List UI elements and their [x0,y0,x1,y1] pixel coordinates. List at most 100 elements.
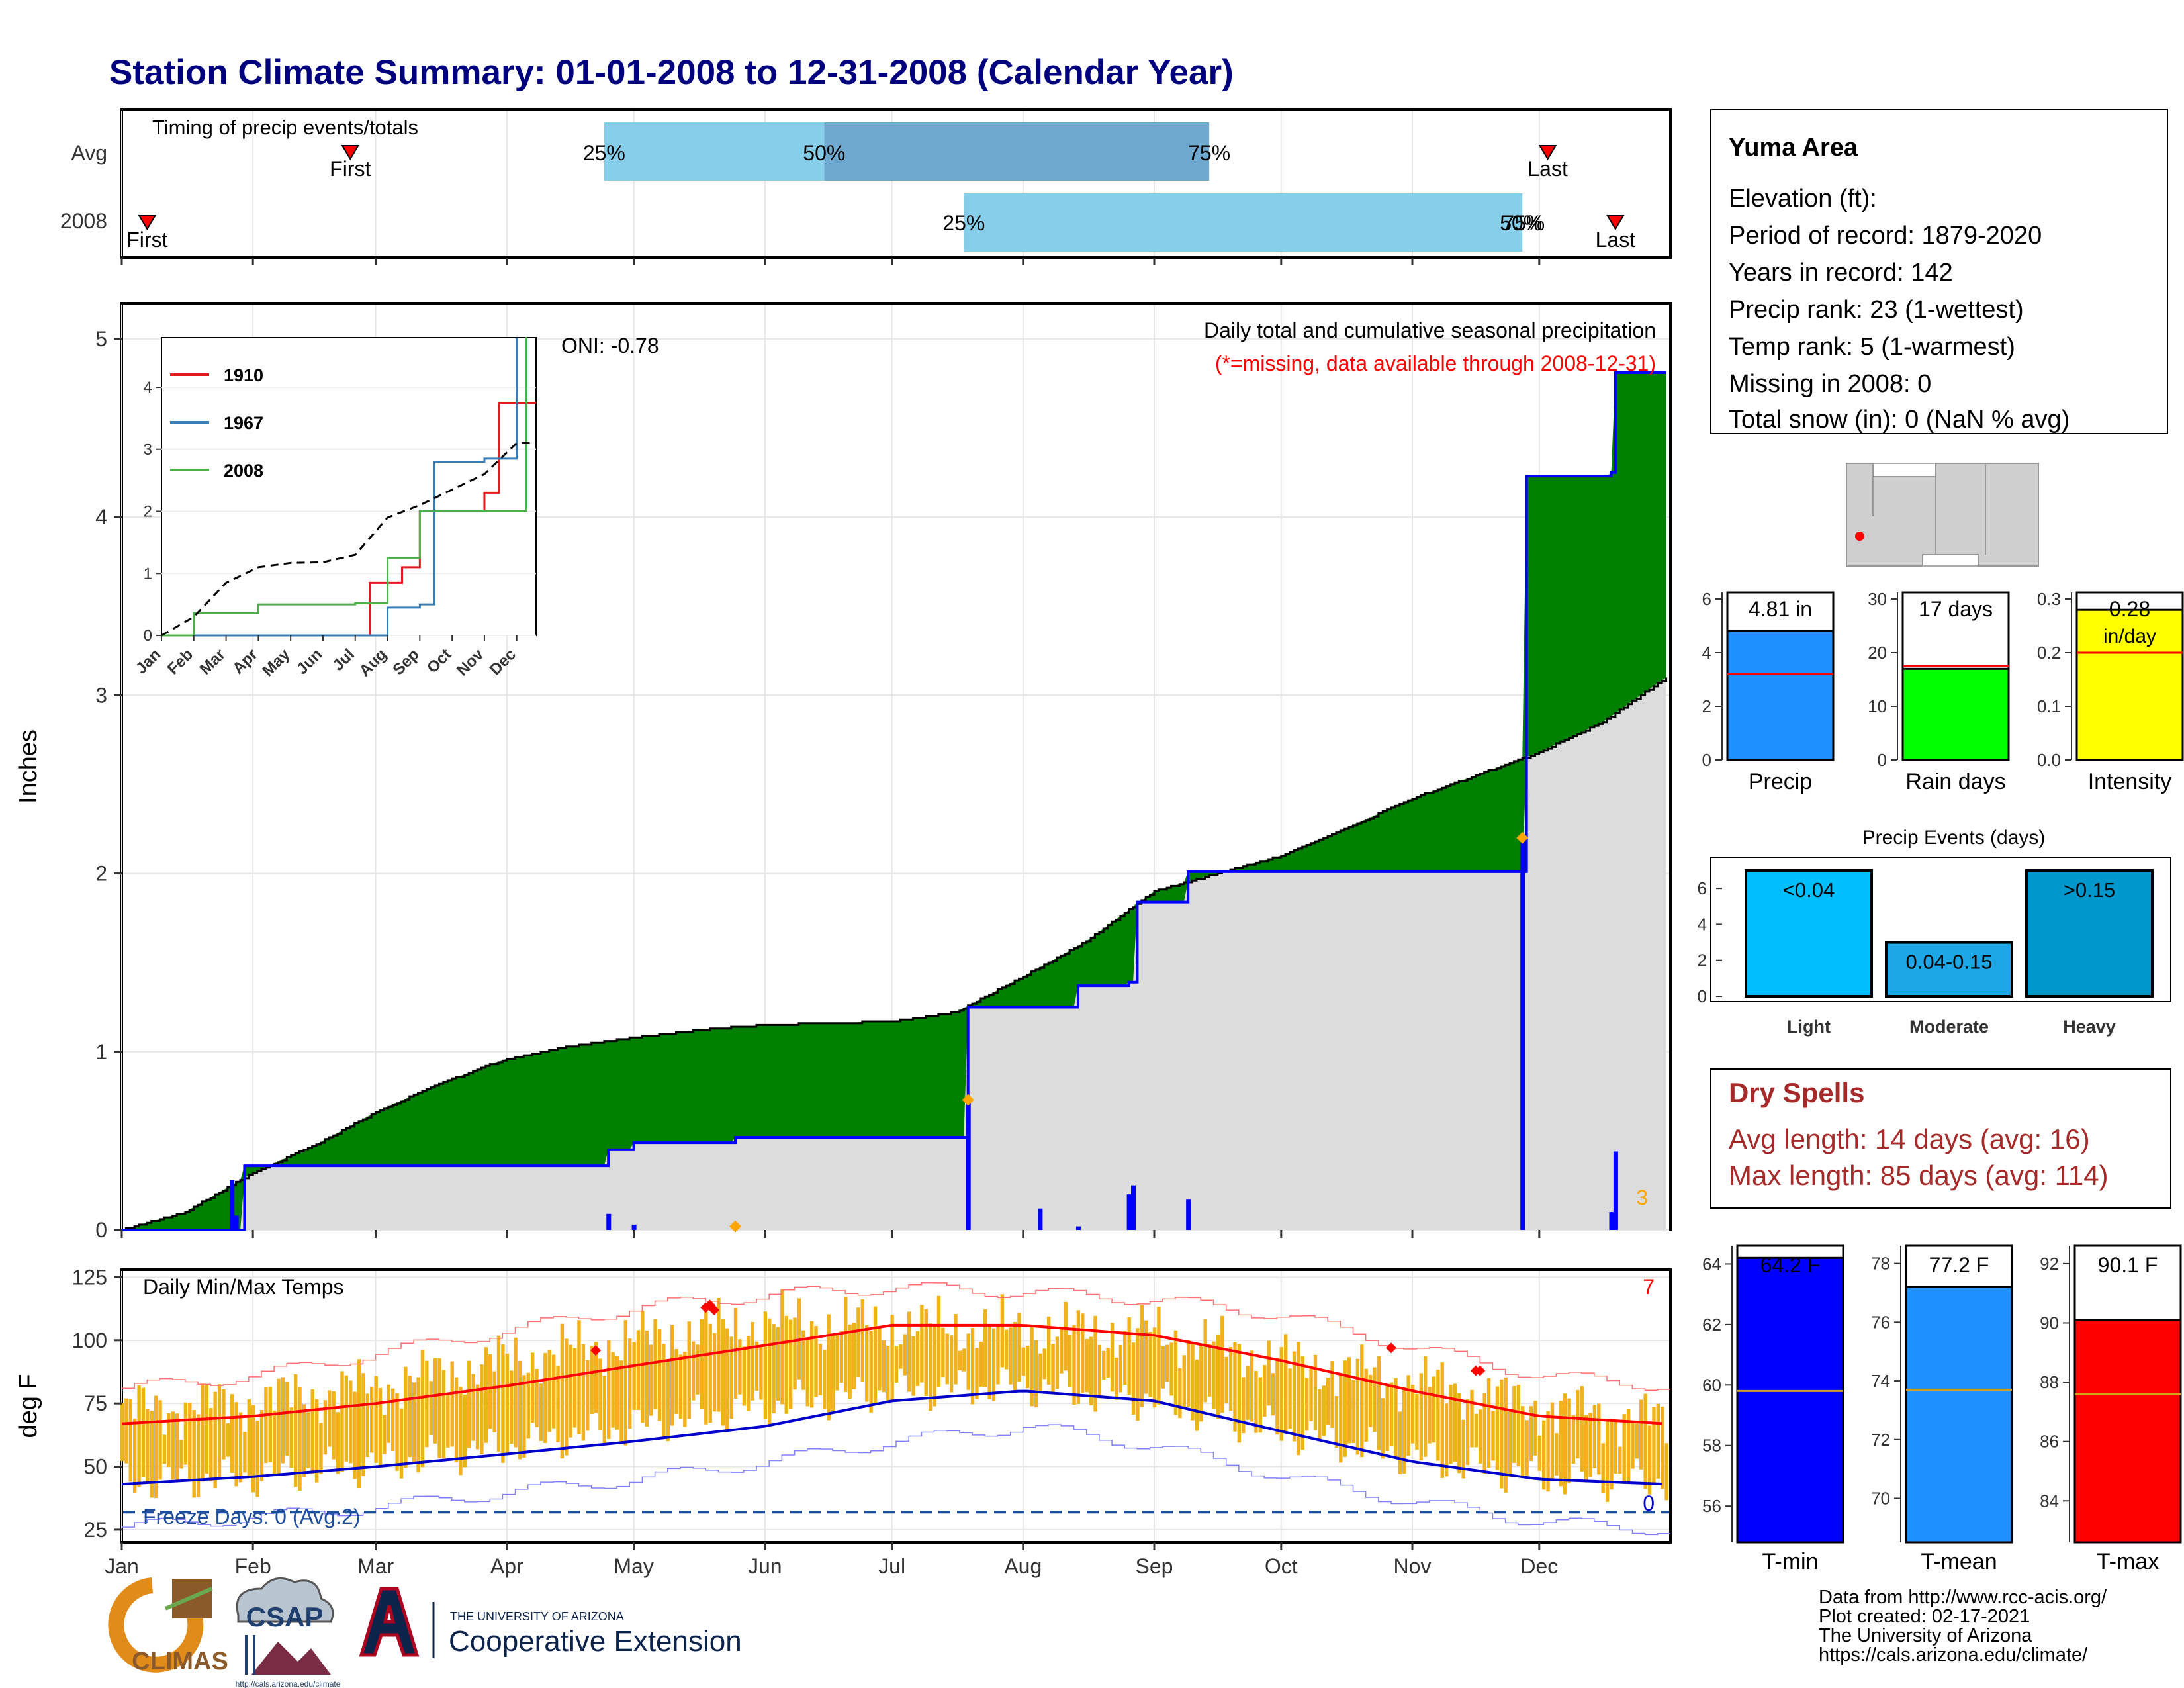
record-high-count: 7 [1643,1275,1655,1299]
avg-first-marker-icon [341,145,360,160]
temp-bar-178 [873,1306,878,1404]
quartile-marker-2 [1516,831,1529,844]
temp-bar-118 [619,1360,623,1443]
daily-precip-bars [230,834,1618,1230]
info-precip-rank: Precip rank: 23 (1-wettest) [1729,296,2024,324]
temp-bar-43 [302,1404,306,1477]
temp-bar-263 [1233,1342,1237,1432]
temp-bar-16 [188,1402,192,1480]
month-label-5: Jun [748,1554,782,1578]
temp-bar-287 [1334,1396,1339,1448]
month-label-11: Dec [1520,1554,1558,1578]
temp-bar-247 [1165,1344,1169,1382]
precip-category-label: Precip [1749,769,1812,794]
temp-bar-156 [780,1289,784,1405]
temp-bar-360 [1643,1393,1647,1489]
temp-bar-288 [1339,1373,1343,1463]
temp-bar-31 [251,1405,255,1493]
temp-bar-347 [1588,1413,1592,1477]
temp-bar-71 [420,1350,425,1468]
temp-bar-242 [1144,1320,1148,1394]
info-elevation: Elevation (ft): [1729,185,1877,212]
temp-bar-64 [390,1388,395,1451]
csap-logo-text: CSAP [246,1601,324,1632]
rain-days-bar-chart: 0 10 20 30 17 days Rain days [1868,589,2010,794]
temp-bar-70 [416,1377,420,1473]
temp-bar-25 [226,1423,230,1457]
intensity-ytick-label-1: 0.1 [2037,696,2061,716]
page-title: Station Climate Summary: 01-01-2008 to 1… [109,53,1234,92]
temp-bar-172 [848,1324,852,1399]
inset-ytick-label-3: 3 [144,441,152,459]
daily-precip-bar-6 [1075,1226,1081,1230]
temp-bar-159 [793,1317,797,1390]
temp-bar-233 [1106,1347,1110,1378]
daily-precip-bar-11 [1609,1212,1614,1230]
raindays-ytick-label-3: 30 [1868,589,1887,609]
temp-bar-39 [285,1382,289,1456]
temp-bar-61 [378,1387,383,1467]
temp-bar-67 [404,1366,408,1468]
temp-bar-38 [281,1377,285,1464]
timing-row-avg-label: Avg [71,141,107,165]
temp-bar-318 [1465,1399,1470,1466]
year-last-marker-icon [1606,215,1625,230]
temp-bar-20 [205,1384,209,1474]
daily-precip-bar-4 [966,1100,971,1230]
temp-bar-116 [611,1352,615,1428]
temp-bar-9 [158,1400,162,1480]
temp-bar-54 [349,1380,353,1464]
temp-bar-185 [903,1334,907,1376]
temp-bar-315 [1453,1383,1457,1462]
temp-bar-230 [1093,1315,1097,1412]
record-high-point-4 [1386,1342,1397,1354]
temp-bar-214 [1025,1345,1030,1389]
tmin-ytick-label-0: 56 [1702,1496,1721,1516]
temp-bar-248 [1169,1342,1173,1396]
temp-bar-219 [1046,1316,1051,1385]
temp-bar-301 [1394,1378,1398,1458]
temp-bar-322 [1482,1393,1486,1474]
temp-bar-80 [459,1387,463,1476]
temp-bar-188 [915,1331,920,1386]
inset-normal-line [161,442,536,637]
inset-line-1910 [161,401,536,637]
temp-bar-320 [1474,1413,1479,1448]
tmean-value-label: 77.2 F [1929,1253,1989,1277]
temp-bar-262 [1228,1346,1233,1411]
precip-ytick-label-1: 2 [1702,696,1711,716]
temp-bar-363 [1656,1403,1661,1479]
temp-bar-204 [983,1309,987,1387]
temp-bar-45 [310,1389,314,1474]
precip-missing-note: (*=missing, data available through 2008-… [1215,352,1656,375]
temp-bar-324 [1491,1411,1495,1461]
tmean-bar-chart: 70 72 74 76 78 77.2 F T-mean [1871,1244,2013,1574]
temp-bar-268 [1254,1371,1258,1433]
tmin-bar [1736,1256,1844,1544]
temp-bar-339 [1555,1433,1559,1476]
temp-bar-106 [569,1344,572,1438]
temp-bar-273 [1275,1357,1279,1435]
temp-bar-289 [1343,1360,1347,1457]
temp-bar-236 [1118,1344,1123,1393]
temp-bar-47 [319,1423,323,1474]
temp-bar-201 [970,1328,975,1405]
temp-bar-310 [1432,1376,1436,1443]
temp-bar-280 [1304,1378,1309,1431]
temp-bar-162 [805,1338,809,1407]
temp-bar-294 [1364,1368,1368,1442]
temp-bar-300 [1389,1382,1394,1446]
ua-logo: THE UNIVERSITY OF ARIZONA Cooperative Ex… [359,1587,742,1658]
temp-bar-208 [1000,1294,1005,1368]
temp-bar-342 [1567,1398,1571,1483]
temp-panel: 25 50 75 100 125 Jan Feb Mar Apr May Jun Jul Aug Sep… [15,1265,1672,1578]
temp-bar-53 [344,1375,349,1462]
temp-bar-95 [522,1375,526,1458]
temp-bar-206 [991,1328,996,1401]
temp-bar-141 [717,1298,721,1412]
temp-bar-121 [632,1342,636,1410]
precip-normal-line [122,677,1668,1231]
temp-bar-138 [704,1311,708,1425]
